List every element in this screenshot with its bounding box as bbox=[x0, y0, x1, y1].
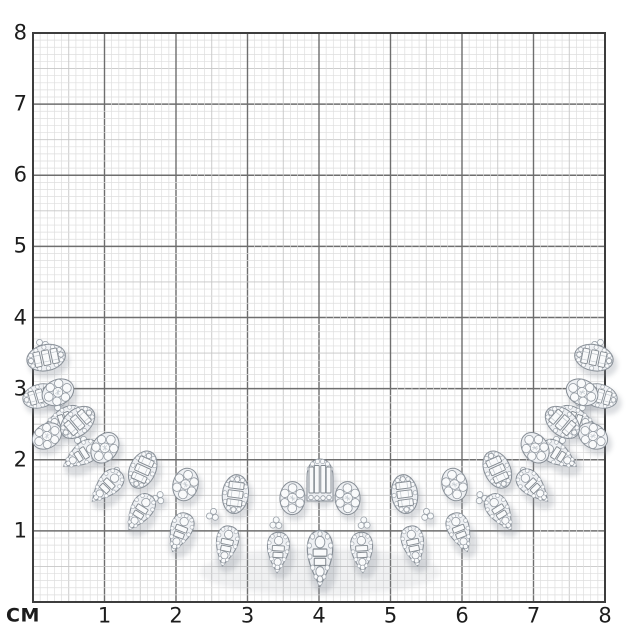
y-tick-label: 1 bbox=[13, 518, 27, 543]
cluster-rnd bbox=[279, 480, 306, 516]
y-tick-label: 8 bbox=[13, 20, 27, 45]
x-tick-label: 2 bbox=[169, 603, 183, 628]
y-tick-label: 5 bbox=[13, 233, 27, 258]
y-tick-label: 2 bbox=[13, 447, 27, 472]
cluster-rnd bbox=[334, 480, 361, 516]
x-tick-label: 6 bbox=[455, 603, 469, 628]
grid-border bbox=[32, 32, 606, 603]
x-tick-label: 7 bbox=[526, 603, 541, 628]
unit-label: СМ bbox=[6, 604, 40, 627]
x-tick-label: 4 bbox=[312, 603, 326, 628]
millimeter-grid bbox=[33, 33, 605, 602]
x-tick-label: 8 bbox=[598, 603, 612, 628]
x-tick-label: 1 bbox=[97, 603, 112, 628]
y-tick-label: 4 bbox=[13, 305, 27, 329]
y-tick-label: 6 bbox=[13, 162, 27, 187]
y-tick-label: 7 bbox=[13, 91, 27, 116]
x-tick-label: 3 bbox=[240, 603, 255, 628]
x-tick-label: 5 bbox=[383, 603, 398, 628]
y-tick-label: 3 bbox=[13, 376, 27, 401]
cluster-dome bbox=[306, 458, 334, 502]
